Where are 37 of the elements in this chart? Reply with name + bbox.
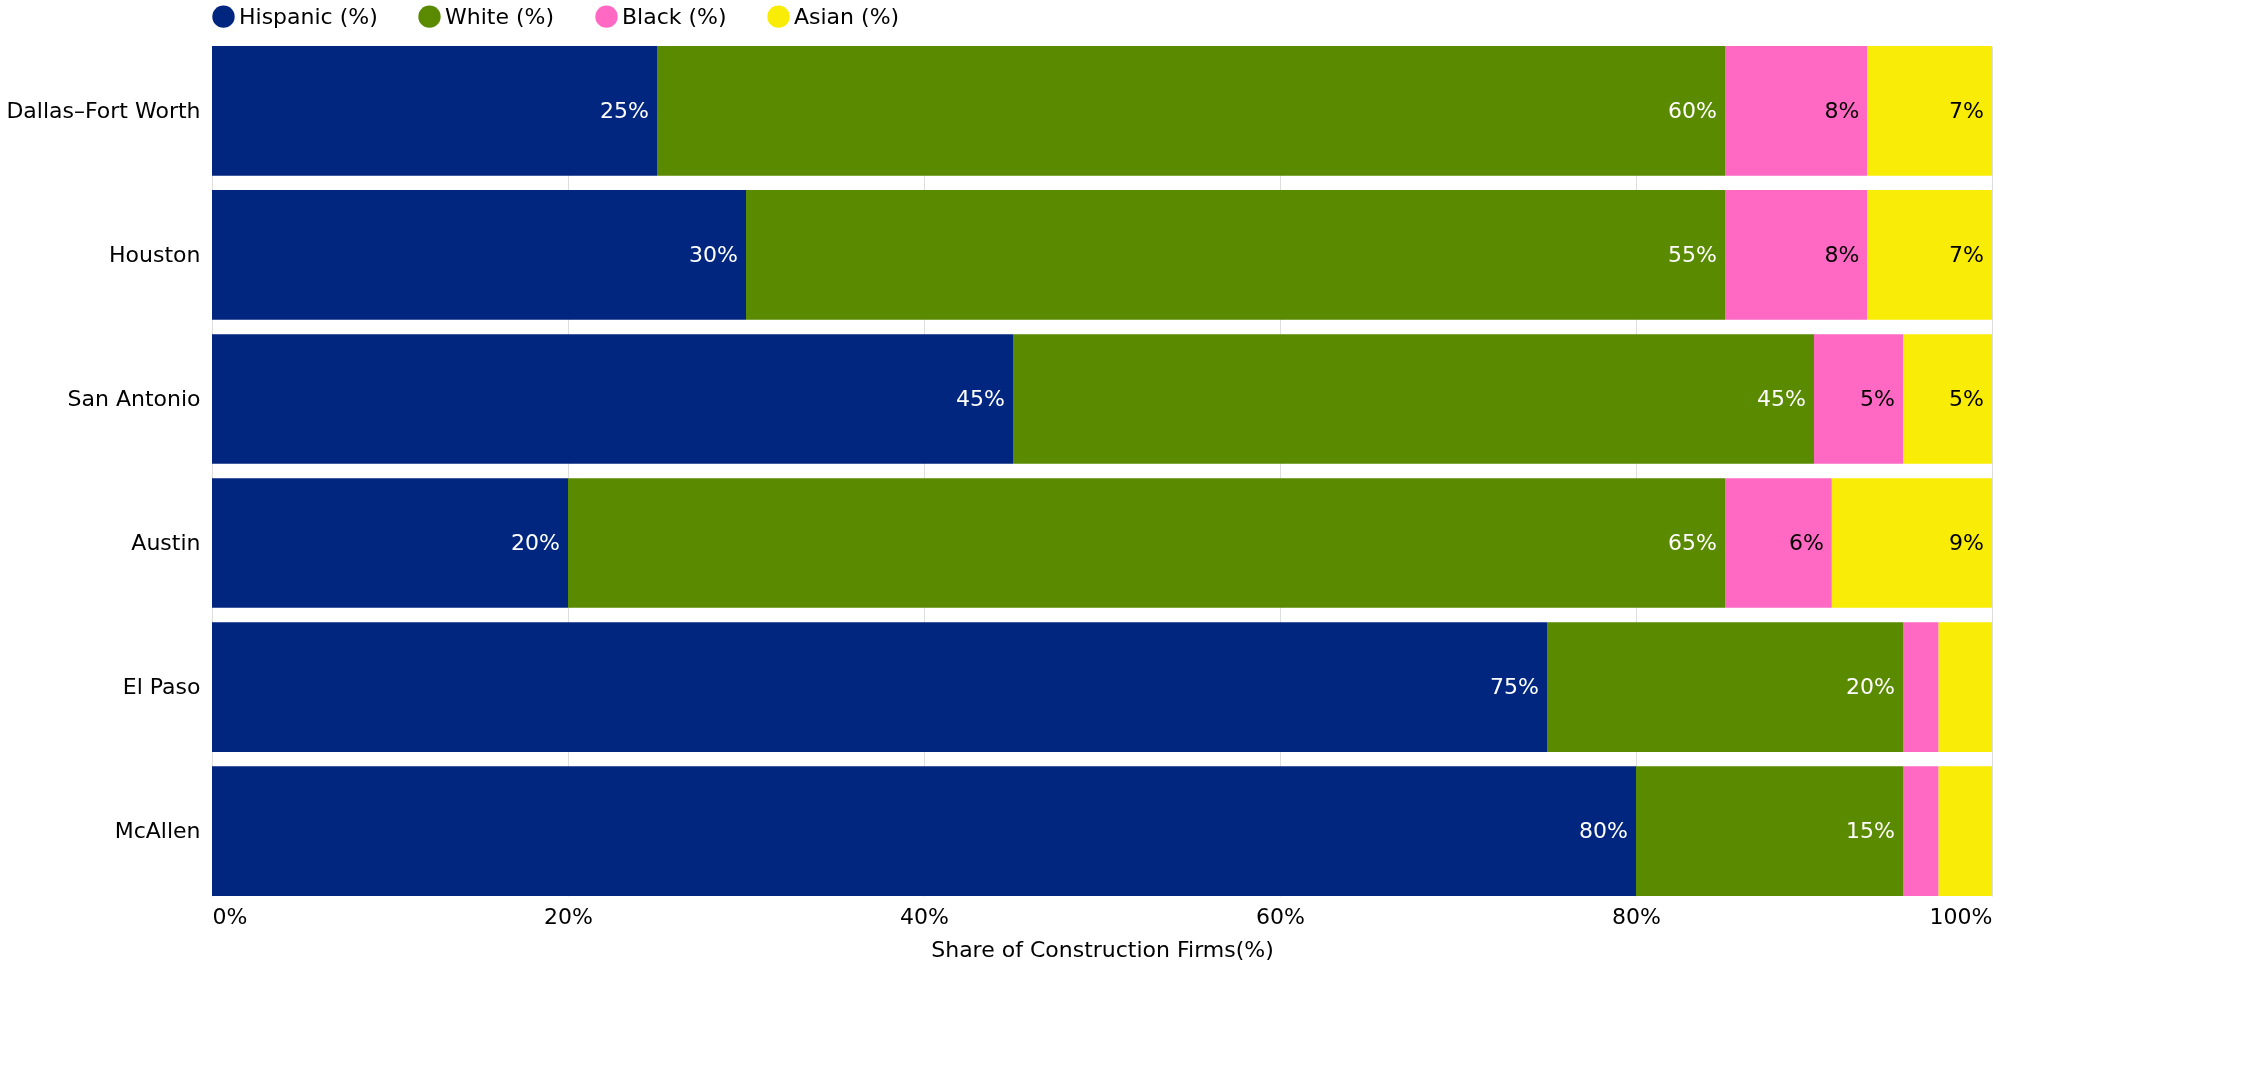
legend-label: White (%) [445, 3, 555, 29]
data-label: 6% [1788, 530, 1824, 556]
data-label: 15% [1846, 818, 1895, 844]
x-tick-label: 20% [544, 903, 593, 929]
data-label: 9% [1949, 530, 1984, 556]
y-tick-label: Dallas–Fort Worth [6, 97, 201, 123]
data-label: 7% [1949, 97, 1984, 123]
data-label: 8% [1824, 241, 1860, 267]
y-tick-label: Austin [131, 530, 201, 556]
y-tick-label: San Antonio [67, 385, 201, 411]
x-tick-label: 0% [212, 903, 248, 929]
data-label: 30% [689, 241, 738, 267]
data-label: 20% [1846, 674, 1895, 700]
data-label: 5% [1860, 385, 1895, 411]
x-tick-label: 80% [1612, 903, 1661, 929]
data-label: 8% [1824, 97, 1860, 123]
data-label: 65% [1668, 530, 1717, 556]
x-tick-label: 40% [900, 903, 949, 929]
legend-label: Asian (%) [794, 3, 900, 29]
data-label: 80% [1579, 818, 1628, 844]
data-label: 25% [600, 97, 649, 123]
data-label: 45% [1757, 385, 1806, 411]
data-label: 60% [1668, 97, 1717, 123]
x-tick-label: 60% [1256, 903, 1305, 929]
y-tick-label: McAllen [114, 818, 201, 844]
y-tick-label: Houston [109, 241, 201, 267]
data-label: 5% [1949, 385, 1984, 411]
data-label: 55% [1668, 241, 1717, 267]
legend-label: Hispanic (%) [239, 3, 378, 29]
data-label: 75% [1490, 674, 1539, 700]
data-label: 45% [956, 385, 1005, 411]
legend-label: Black (%) [622, 3, 727, 29]
y-tick-label: El Paso [122, 674, 201, 700]
data-label: 7% [1949, 241, 1984, 267]
x-tick-label: 100% [1929, 903, 1993, 929]
x-axis-title: Share of Construction Firms(%) [931, 936, 1274, 962]
data-label: 20% [511, 530, 560, 556]
